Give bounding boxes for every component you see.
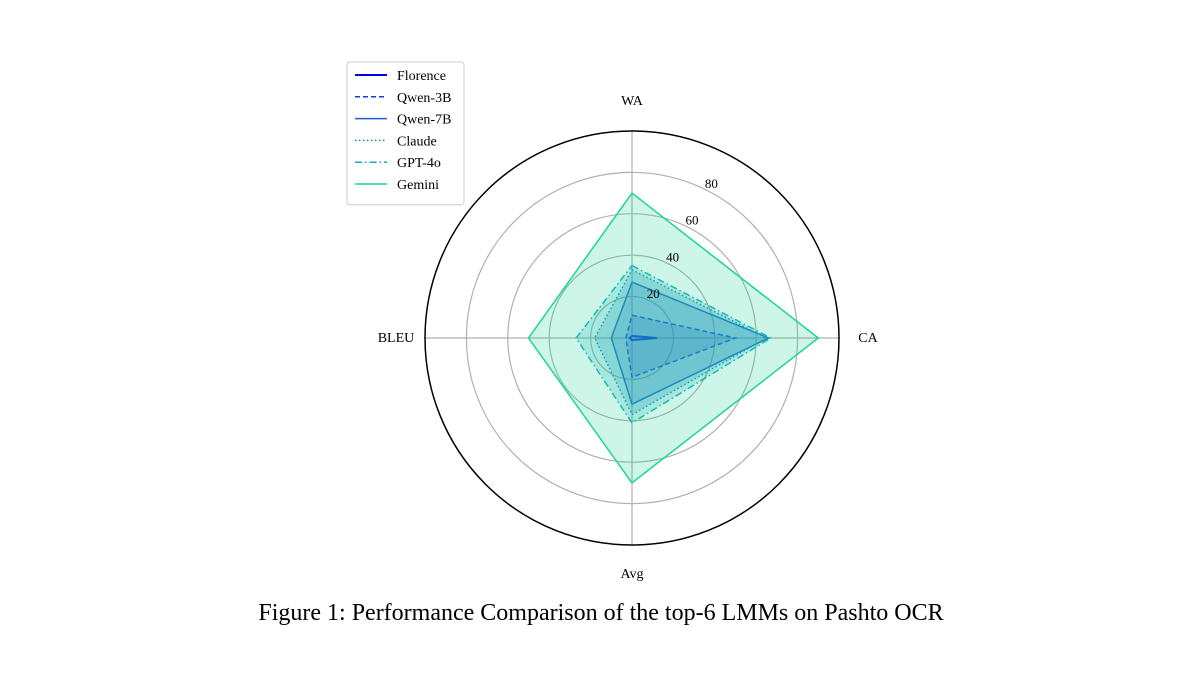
legend-label: GPT-4o: [397, 156, 441, 171]
series-qwen-3b: [625, 314, 739, 379]
axis-label-bleu: BLEU: [378, 331, 415, 346]
legend-label: Gemini: [397, 178, 439, 193]
series-claude: [593, 268, 769, 416]
axis-label-avg: Avg: [620, 567, 643, 582]
legend-label: Claude: [397, 134, 437, 149]
legend-label: Qwen-3B: [397, 91, 451, 106]
series-qwen-7b: [610, 281, 771, 406]
series-florence: [628, 334, 657, 342]
series-gemini: [527, 192, 820, 484]
legend-label: Qwen-7B: [397, 113, 451, 128]
legend-box: [346, 61, 465, 206]
label-layer: WA CA Avg BLEU 20 40 60 80: [378, 94, 879, 582]
radial-tick-label: 20: [647, 286, 660, 301]
radial-tick-label: 80: [705, 176, 718, 191]
radial-tick-label: 40: [666, 249, 679, 264]
series-gpt-4o: [575, 264, 773, 424]
axis-label-wa: WA: [621, 94, 644, 109]
legend: Florence Qwen-3B Qwen-7B Claude GPT-4o Gemini: [346, 61, 465, 206]
figure-caption: Figure 1: Performance Comparison of the …: [258, 600, 944, 626]
axis-label-ca: CA: [858, 331, 878, 346]
polar-frame: [424, 130, 840, 546]
legend-label: Florence: [397, 69, 446, 84]
radial-tick-label: 60: [686, 213, 699, 228]
series-layer: [527, 192, 820, 484]
grid-layer: [425, 131, 839, 545]
